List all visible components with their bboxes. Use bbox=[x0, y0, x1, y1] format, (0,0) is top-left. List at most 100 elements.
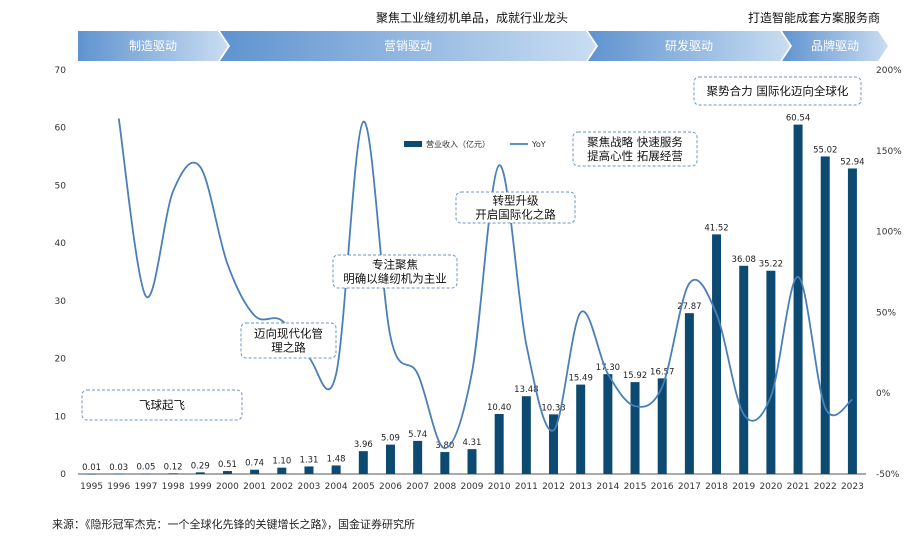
x-axis-tick: 2002 bbox=[270, 482, 293, 492]
bar-value-label: 3.80 bbox=[435, 441, 454, 451]
x-axis-tick: 2005 bbox=[352, 482, 375, 492]
stage-note: 打造智能成套方案服务商 bbox=[748, 10, 880, 25]
annotation-text: 转型升级 bbox=[493, 194, 539, 208]
left-axis-tick: 40 bbox=[55, 239, 67, 249]
revenue-bar bbox=[413, 440, 423, 474]
x-axis-tick: 2023 bbox=[841, 482, 864, 492]
axes: 0 10 20 30 40 50 60 70 -50% 0% 50% 100% 150% 200% 1995… bbox=[55, 66, 903, 492]
stage-label: 营销驱动 bbox=[384, 39, 432, 53]
bar-value-label: 0.74 bbox=[245, 459, 264, 469]
x-axis-tick: 2009 bbox=[461, 482, 484, 492]
x-axis-tick: 2022 bbox=[814, 482, 837, 492]
revenue-bar bbox=[304, 466, 314, 474]
revenue-bar bbox=[549, 414, 559, 474]
revenue-bar bbox=[847, 168, 857, 474]
bar-value-label: 0.01 bbox=[82, 463, 101, 473]
annotation-text: 明确以缝纫机为主业 bbox=[343, 272, 447, 286]
bar-value-label: 3.96 bbox=[354, 440, 373, 450]
revenue-bar bbox=[603, 374, 613, 474]
left-axis-tick: 60 bbox=[55, 124, 67, 134]
revenue-bar bbox=[494, 413, 504, 474]
revenue-bar bbox=[358, 451, 368, 474]
annotation-text: 迈向现代化管 bbox=[254, 327, 323, 341]
bar-value-label: 1.10 bbox=[272, 457, 291, 467]
annotation-text: 专注聚焦 bbox=[372, 258, 418, 272]
stage-arrow bbox=[782, 31, 888, 61]
stage-label: 制造驱动 bbox=[129, 39, 177, 53]
legend-label-revenue: 营业收入（亿元） bbox=[426, 139, 490, 149]
annotation-text: 理之路 bbox=[271, 341, 306, 355]
revenue-bars: 0.01 0.03 0.05 0.12 0.29 0.51 0.74 1.10 1.31 1.48… bbox=[82, 114, 865, 475]
bar-value-label: 0.05 bbox=[136, 463, 155, 473]
bar-value-label: 1.31 bbox=[299, 455, 318, 465]
annotation-text: 提高心性 拓展经营 bbox=[587, 149, 683, 163]
x-axis-tick: 2019 bbox=[732, 482, 755, 492]
revenue-bar bbox=[793, 124, 803, 474]
stage-banner: 制造驱动 营销驱动 研发驱动 品牌驱动 聚焦工业缝纫机单品，成就行业龙头 打造智能成套方案… bbox=[78, 10, 888, 61]
bar-value-label: 0.51 bbox=[218, 460, 237, 470]
revenue-bar bbox=[277, 467, 287, 474]
right-axis-tick: 100% bbox=[876, 228, 902, 238]
x-axis-tick: 2011 bbox=[515, 482, 538, 492]
x-axis-tick: 2018 bbox=[705, 482, 728, 492]
bar-value-label: 41.52 bbox=[704, 223, 728, 233]
revenue-bar bbox=[630, 382, 640, 474]
revenue-bar bbox=[385, 444, 395, 474]
bar-value-label: 0.03 bbox=[109, 463, 128, 473]
x-axis-tick: 2012 bbox=[542, 482, 565, 492]
x-axis-tick: 1998 bbox=[162, 482, 185, 492]
legend-label-yoy: YoY bbox=[531, 140, 546, 149]
annotation-text: 聚势合力 国际化迈向全球化 bbox=[707, 84, 849, 98]
annotation-box bbox=[240, 322, 337, 359]
x-axis-tick: 2017 bbox=[678, 482, 701, 492]
stage-label: 研发驱动 bbox=[665, 38, 713, 53]
bar-value-label: 4.31 bbox=[463, 438, 482, 448]
stage-note: 聚焦工业缝纫机单品，成就行业龙头 bbox=[376, 10, 568, 25]
left-axis-tick: 50 bbox=[55, 181, 67, 191]
bar-value-label: 0.12 bbox=[164, 462, 183, 472]
left-axis-tick: 20 bbox=[55, 355, 67, 365]
bar-value-label: 10.33 bbox=[541, 403, 565, 413]
x-axis-tick: 1995 bbox=[80, 482, 103, 492]
bar-value-label: 10.40 bbox=[487, 403, 511, 413]
revenue-bar bbox=[114, 473, 124, 475]
annotation-text: 聚焦战略 快速服务 bbox=[587, 135, 683, 149]
legend: 营业收入（亿元） YoY bbox=[404, 139, 546, 149]
revenue-bar bbox=[576, 384, 586, 474]
bar-value-label: 15.92 bbox=[623, 371, 647, 381]
bar-value-label: 1.48 bbox=[327, 454, 346, 464]
bar-value-label: 36.08 bbox=[732, 255, 756, 265]
x-axis-tick: 2001 bbox=[243, 482, 266, 492]
bar-value-label: 55.02 bbox=[813, 145, 837, 155]
left-axis-tick: 10 bbox=[55, 412, 67, 422]
revenue-bar bbox=[521, 396, 531, 474]
left-axis-tick: 70 bbox=[55, 66, 67, 76]
x-axis-tick: 2013 bbox=[569, 482, 592, 492]
revenue-bar bbox=[467, 449, 477, 474]
bar-value-label: 5.74 bbox=[408, 430, 427, 440]
annotation-box bbox=[81, 389, 243, 421]
bar-value-label: 27.87 bbox=[677, 302, 701, 312]
revenue-bar bbox=[250, 469, 260, 474]
x-axis-tick: 2004 bbox=[325, 482, 348, 492]
x-axis-tick: 1997 bbox=[134, 482, 157, 492]
revenue-bar bbox=[684, 313, 694, 474]
yoy-line bbox=[117, 118, 853, 450]
revenue-bar bbox=[440, 452, 450, 474]
left-axis-tick: 0 bbox=[60, 470, 66, 480]
x-axis-tick: 2006 bbox=[379, 482, 402, 492]
revenue-bar bbox=[222, 471, 232, 474]
annotation-box bbox=[693, 76, 862, 106]
stage-label: 品牌驱动 bbox=[811, 39, 859, 53]
x-axis-tick: 2021 bbox=[787, 482, 810, 492]
bar-value-label: 35.22 bbox=[759, 260, 783, 270]
revenue-bar bbox=[820, 156, 830, 474]
bar-value-label: 15.49 bbox=[569, 374, 593, 384]
x-axis-tick: 2007 bbox=[406, 482, 429, 492]
x-axis-tick: 2008 bbox=[433, 482, 456, 492]
x-axis-tick: 2010 bbox=[488, 482, 511, 492]
legend-swatch-revenue bbox=[404, 141, 422, 147]
right-axis-tick: 150% bbox=[876, 147, 902, 157]
annotation-box bbox=[572, 131, 698, 167]
bar-value-label: 5.09 bbox=[381, 434, 400, 444]
